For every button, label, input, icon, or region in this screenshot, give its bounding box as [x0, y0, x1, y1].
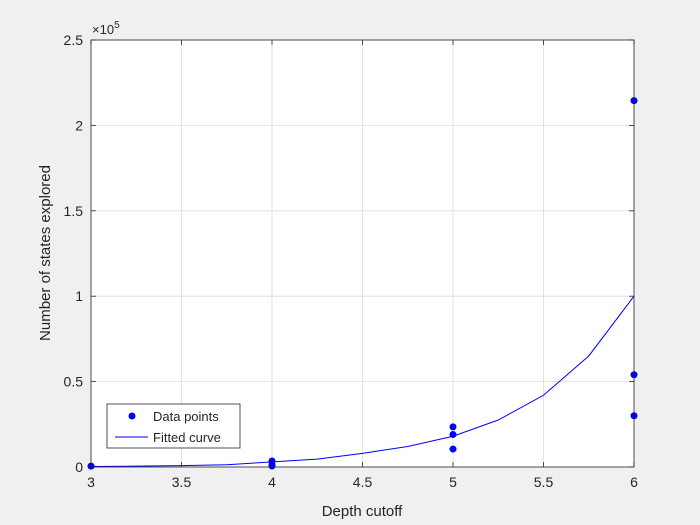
exponent-label: ×105: [92, 20, 120, 37]
y-tick-label: 2: [75, 117, 83, 133]
fitted-curve-line: [90, 295, 635, 467]
x-tick-label: 5: [449, 474, 457, 490]
y-tick-label: 0: [75, 459, 83, 475]
y-tick-label: 0.5: [64, 374, 84, 390]
data-point: [268, 462, 276, 470]
y-tick-label: 1.5: [64, 203, 84, 219]
data-point: [449, 445, 457, 453]
legend-label-data-points: Data points: [153, 409, 219, 424]
x-tick-label: 3: [87, 474, 95, 490]
legend: Data points Fitted curve: [106, 403, 241, 449]
x-tick-label: 6: [630, 474, 638, 490]
y-tick-labels: 0 0.5 1 1.5 2 2.5: [64, 32, 84, 475]
x-tick-label: 5.5: [534, 474, 554, 490]
y-tick-label: 1: [75, 288, 83, 304]
x-tick-label: 4: [268, 474, 276, 490]
y-axis-label: Number of states explored: [37, 165, 54, 341]
x-tick-label: 3.5: [172, 474, 192, 490]
plot-frame: [90, 39, 635, 468]
series-layer: [87, 97, 638, 470]
data-point: [449, 423, 457, 431]
legend-label-fitted-curve: Fitted curve: [153, 430, 221, 445]
data-point: [449, 431, 457, 439]
x-tick-labels: 3 3.5 4 4.5 5 5.5 6: [87, 474, 638, 490]
x-tick-label: 4.5: [353, 474, 373, 490]
legend-marker-data-points: [128, 412, 136, 420]
legend-box: [106, 403, 241, 449]
exponent-power: 5: [114, 20, 120, 31]
y-tick-label: 2.5: [64, 32, 84, 48]
x-axis-label: Depth cutoff: [322, 503, 403, 520]
